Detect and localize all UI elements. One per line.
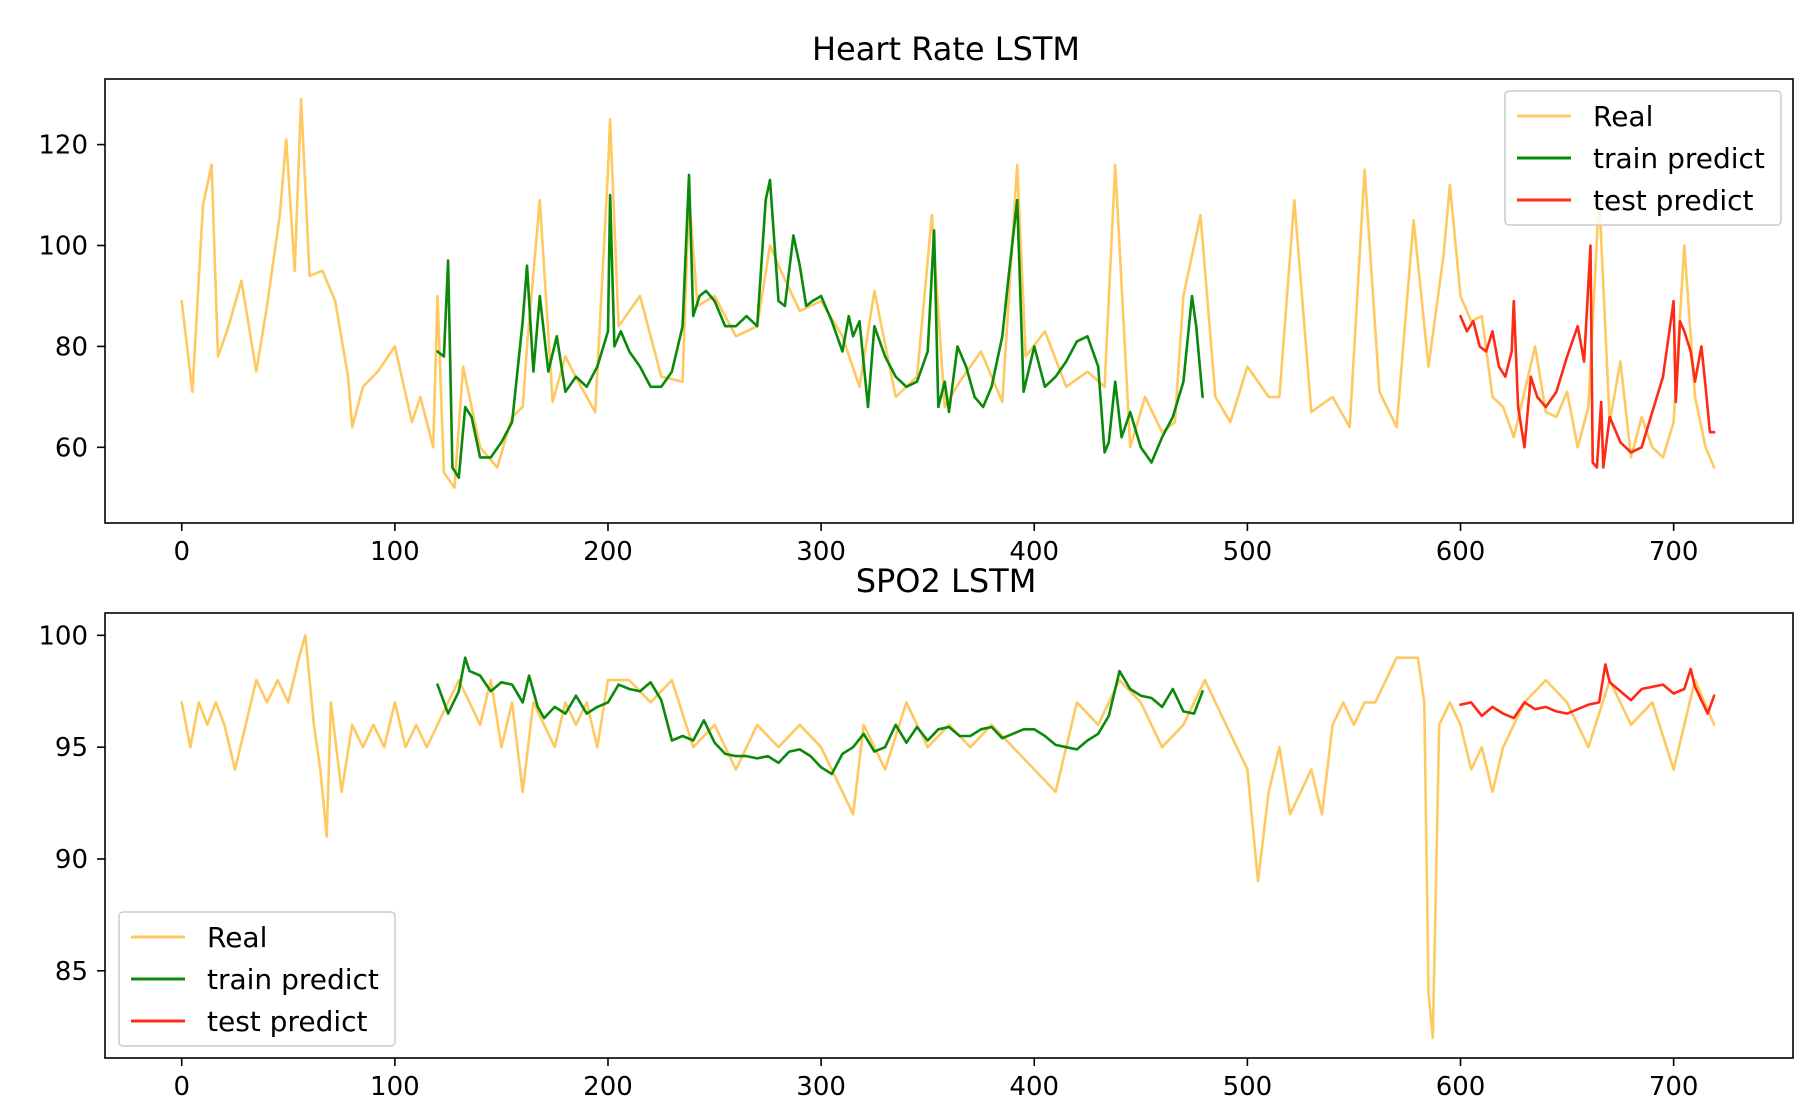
heart-rate-legend-label-test-predict: test predict <box>1593 184 1754 217</box>
spo2-xtick-label: 400 <box>1009 1072 1059 1102</box>
spo2-ytick-label: 85 <box>55 957 88 987</box>
spo2-xtick-label: 500 <box>1223 1072 1273 1102</box>
heart-rate-title: Heart Rate LSTM <box>812 30 1080 68</box>
spo2-legend-label-test-predict: test predict <box>207 1005 368 1038</box>
spo2-legend: Real train predict test predict <box>119 912 395 1046</box>
spo2-title: SPO2 LSTM <box>856 562 1037 600</box>
spo2-legend-label-train-predict: train predict <box>207 963 379 996</box>
heart-rate-xtick-label: 300 <box>796 537 846 567</box>
spo2-xtick-label: 300 <box>796 1072 846 1102</box>
heart-rate-xtick-label: 500 <box>1223 537 1273 567</box>
heart-rate-legend-label-real: Real <box>1593 100 1653 133</box>
spo2-ytick-label: 90 <box>55 845 88 875</box>
heart-rate-ytick-label: 80 <box>55 332 88 362</box>
heart-rate-xtick-label: 600 <box>1436 537 1486 567</box>
heart-rate-ytick-label: 60 <box>55 433 88 463</box>
spo2-xtick-label: 200 <box>583 1072 633 1102</box>
spo2-xtick-label: 0 <box>173 1072 190 1102</box>
heart-rate-xtick-label: 0 <box>173 537 190 567</box>
heart-rate-legend: Real train predict test predict <box>1505 91 1781 225</box>
heart-rate-ytick-label: 100 <box>38 232 88 262</box>
spo2-xtick-label: 100 <box>370 1072 420 1102</box>
heart-rate-ytick-label: 120 <box>38 131 88 161</box>
heart-rate-xtick-label: 700 <box>1649 537 1699 567</box>
spo2-xtick-label: 700 <box>1649 1072 1699 1102</box>
spo2-legend-label-real: Real <box>207 921 267 954</box>
spo2-ytick-label: 100 <box>38 621 88 651</box>
heart-rate-legend-label-train-predict: train predict <box>1593 142 1765 175</box>
heart-rate-xtick-label: 200 <box>583 537 633 567</box>
spo2-xtick-label: 600 <box>1436 1072 1486 1102</box>
heart-rate-xtick-label: 100 <box>370 537 420 567</box>
spo2-ytick-label: 95 <box>55 733 88 763</box>
